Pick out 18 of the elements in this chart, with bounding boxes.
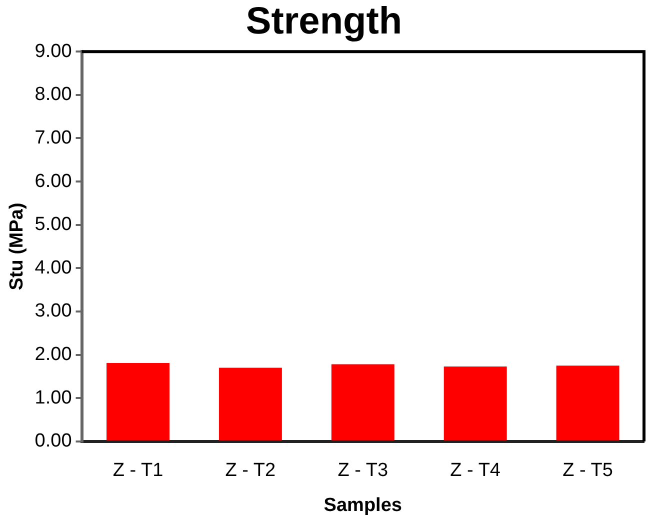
x-tick-label: Z - T3 (338, 460, 388, 482)
y-tick-label: 3.00 (34, 300, 72, 322)
chart-title: Strength (246, 0, 402, 42)
x-tick-label: Z - T1 (112, 460, 164, 482)
y-tick-label: 6.00 (34, 170, 72, 192)
y-tick-label: 8.00 (34, 84, 72, 106)
y-axis-title: Stu (MPa) (6, 202, 28, 290)
y-tick-label: 5.00 (34, 214, 72, 236)
y-tick-label: 2.00 (34, 344, 72, 366)
y-tick-label: 4.00 (34, 257, 72, 278)
y-tick-label: 9.00 (34, 40, 72, 62)
x-axis-title: Samples (324, 494, 402, 516)
x-tick-label: Z - T5 (562, 460, 613, 482)
y-tick-label: 1.00 (34, 387, 72, 408)
x-tick-label: Z - T4 (450, 460, 501, 482)
y-tick-label: 0.00 (34, 430, 72, 452)
x-tick-label: Z - T2 (225, 460, 276, 482)
y-tick-label: 7.00 (34, 127, 72, 148)
